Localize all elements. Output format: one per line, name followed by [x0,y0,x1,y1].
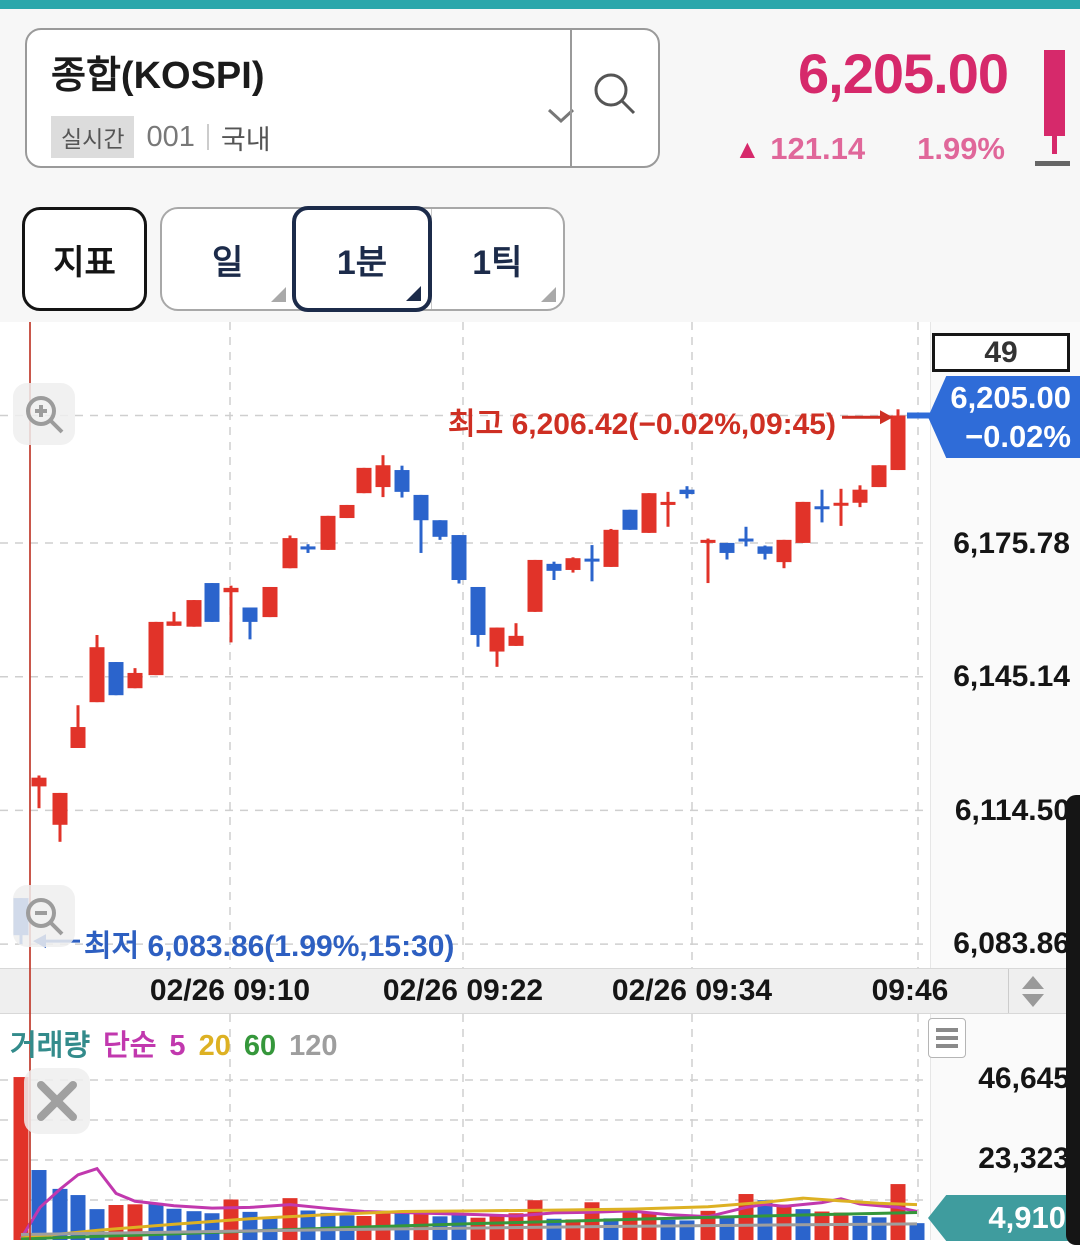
time-tick-label: 02/26 09:22 [382,974,544,1007]
volume-ma120-label: 120 [289,1030,338,1062]
symbol-subrow: 실시간 001 국내 [51,116,271,158]
scrollbar[interactable] [1066,795,1080,1245]
time-tick-label: 02/26 09:34 [611,974,773,1007]
price-tick-label: 6,145.14 [953,660,1070,693]
indicator-button[interactable]: 지표 [22,207,147,311]
current-price: 6,205.00 [798,42,1009,105]
mini-candle-icon [1044,50,1065,136]
price-change-row: ▲ 121.14 1.99% [735,131,1005,167]
search-button[interactable] [570,30,658,166]
mini-candle-wick [1052,136,1057,154]
current-volume-badge: 4,910 [928,1195,1080,1241]
symbol-code: 001 [146,120,195,153]
period-1tick-button[interactable]: 1틱 [430,209,563,309]
volume-ma5-label: 5 [169,1030,186,1062]
symbol-selector[interactable]: 종합(KOSPI) 실시간 001 국내 [25,28,660,168]
axis-stepper[interactable] [1022,976,1044,1007]
dropdown-corner-icon [405,286,421,301]
symbol-title: 종합(KOSPI) [51,55,265,97]
period-day-button[interactable]: 일 [162,209,293,309]
close-volume-button[interactable] [24,1068,90,1134]
chevron-down-icon[interactable] [547,108,575,129]
period-1min-button[interactable]: 1분 [292,206,432,312]
volume-ma60-label: 60 [243,1030,277,1062]
low-annotation: 최저 6,083.86(1.99%,15:30) [84,930,455,963]
time-tick-label: 09:46 [871,974,949,1007]
price-tick-label: 6,083.86 [953,927,1070,960]
zoom-out-button[interactable] [13,885,75,947]
candle-count-badge: 49 [932,333,1070,372]
price-tick-label: 6,175.78 [953,527,1070,560]
time-axis[interactable] [0,968,1080,1014]
app-top-bar [0,0,1080,9]
period-1tick-label: 1틱 [472,243,523,282]
step-down-icon[interactable] [1022,994,1044,1007]
step-up-icon[interactable] [1022,976,1044,989]
close-icon [37,1081,77,1121]
current-price-badge: 6,205.00 −0.02% [928,376,1080,458]
divider [206,124,209,150]
volume-legend-ma: 단순 [103,1030,157,1062]
header: 종합(KOSPI) 실시간 001 국내 6,205.00 ▲ 121.14 1… [0,9,1080,180]
volume-menu-button[interactable] [928,1018,966,1058]
badge-price: 6,205.00 [950,380,1071,415]
period-day-label: 일 [212,243,244,282]
price-tick-label: 6,114.50 [954,794,1070,827]
dropdown-corner-icon [271,287,287,302]
zoom-in-icon [26,396,64,434]
zoom-in-button[interactable] [13,383,75,445]
search-icon [589,70,641,127]
realtime-badge: 실시간 [51,116,135,158]
volume-tick-label: 23,323 [978,1142,1070,1175]
period-group: 일 1분 1틱 [160,206,565,312]
zoom-out-icon [26,898,64,936]
volume-legend: 거래량 단순 5 20 60 120 [10,1022,337,1064]
chart-toolbar: 지표 일 1분 1틱 [0,180,1080,465]
divider [1008,969,1009,1013]
change-value: 121.14 [770,131,866,166]
high-annotation: 최고 6,206.42(−0.02%,09:45) [448,408,836,441]
change-percent: 1.99% [917,131,1005,166]
mini-candle-baseline [1035,161,1070,166]
time-tick-label: 02/26 09:10 [149,974,311,1007]
dropdown-corner-icon [540,287,556,302]
up-triangle-icon: ▲ [734,133,761,164]
volume-tick-label: 46,645 [978,1062,1070,1095]
volume-legend-title: 거래량 [10,1030,91,1062]
volume-ma20-label: 20 [198,1030,231,1062]
session-divider-line [29,322,31,1240]
volume-chart[interactable] [0,1014,930,1240]
market-label: 국내 [220,124,271,155]
badge-percent: −0.02% [964,419,1071,454]
period-1min-label: 1분 [336,243,388,282]
